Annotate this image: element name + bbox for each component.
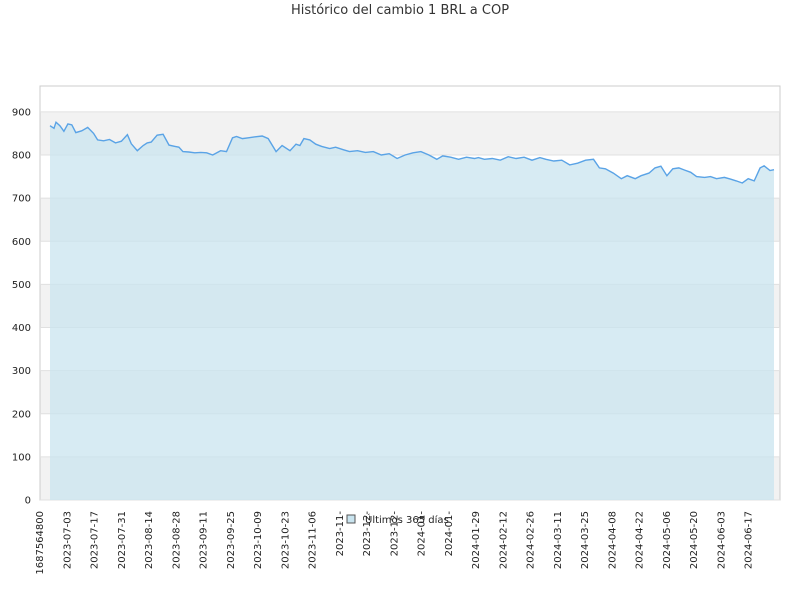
y-tick-label: 800	[12, 151, 31, 162]
x-tick-label: 2024-02-12	[498, 511, 509, 569]
x-tick-label: 2023-10-23	[280, 511, 291, 569]
x-tick-label: 2023-11-	[335, 511, 346, 557]
x-tick-label: 2024-04-22	[635, 511, 646, 569]
x-tick-label: 1687564800	[35, 511, 46, 575]
y-tick-label: 700	[12, 194, 31, 205]
x-tick-label: 2024-05-06	[662, 511, 673, 569]
x-tick-label: 2023-07-17	[90, 511, 101, 569]
x-tick-label: 2023-11-06	[308, 511, 319, 569]
y-tick-label: 600	[12, 237, 31, 248]
x-tick-label: 2023-12-	[362, 511, 373, 557]
x-tick-label: 2024-06-03	[716, 511, 727, 569]
x-axis: 1687564800 2023-07-03 2023-07-17 2023-07-31…	[35, 511, 755, 575]
y-tick-label: 500	[12, 280, 31, 291]
x-tick-label: 2024-03-11	[553, 511, 564, 569]
x-tick-label: 2023-08-14	[144, 511, 155, 569]
x-tick-label: 2023-07-03	[62, 511, 73, 569]
x-tick-label: 2023-07-31	[117, 511, 128, 569]
chart-title: Histórico del cambio 1 BRL a COP	[290, 3, 510, 18]
x-tick-label: 2024-04-08	[607, 511, 618, 569]
x-tick-label: 2024-02-26	[526, 511, 537, 569]
legend[interactable]: Últimos 365 días	[346, 513, 449, 526]
y-tick-label: 200	[12, 409, 31, 420]
x-tick-label: 2024-01-	[444, 511, 455, 557]
x-tick-label: 2024-01-29	[471, 511, 482, 569]
x-tick-label: 2024-01-	[417, 511, 428, 557]
x-tick-label: 2024-06-17	[744, 511, 755, 569]
x-tick-label: 2023-09-25	[226, 511, 237, 569]
legend-swatch[interactable]	[346, 514, 356, 524]
x-tick-label: 2024-03-25	[580, 511, 591, 569]
x-tick-label: 2023-12-	[389, 511, 400, 557]
x-tick-label: 2023-10-09	[253, 511, 264, 569]
y-tick-label: 400	[12, 323, 31, 334]
series-area	[50, 122, 774, 500]
y-tick-label: 100	[12, 452, 31, 463]
y-tick-label: 0	[25, 496, 31, 507]
legend-label[interactable]: Últimos 365 días	[365, 513, 449, 526]
x-tick-label: 2024-05-20	[689, 511, 700, 569]
series-line	[49, 120, 775, 184]
y-tick-label: 300	[12, 366, 31, 377]
y-axis: 0 100 200 300 400 500 600 700 800 900	[12, 107, 31, 506]
x-tick-label: 2023-08-28	[171, 511, 182, 569]
x-tick-label: 2023-09-11	[199, 511, 210, 569]
y-tick-label: 900	[12, 107, 31, 118]
